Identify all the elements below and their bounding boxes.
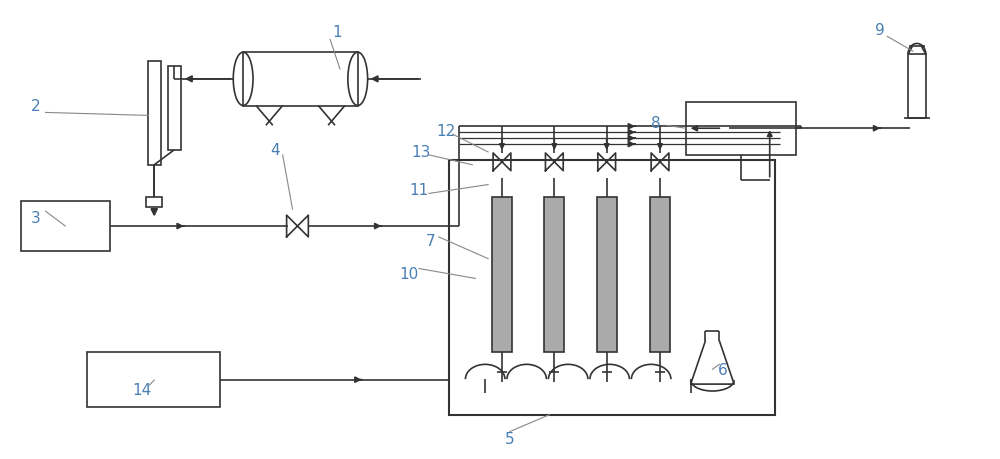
Bar: [243, 53, 358, 106]
Text: 10: 10: [399, 266, 419, 281]
Bar: [544, 198, 564, 353]
Bar: [686, 102, 796, 156]
Text: 8: 8: [651, 116, 661, 130]
Bar: [597, 198, 617, 353]
Text: 1: 1: [332, 25, 342, 40]
Bar: [650, 198, 670, 353]
Text: 11: 11: [409, 183, 429, 197]
Text: 12: 12: [436, 123, 455, 139]
Bar: [449, 161, 775, 415]
Bar: [908, 55, 926, 119]
Text: 2: 2: [31, 99, 40, 114]
Bar: [87, 353, 220, 407]
Bar: [146, 198, 162, 208]
Text: 4: 4: [270, 143, 280, 158]
Text: 3: 3: [31, 210, 41, 225]
Text: 13: 13: [411, 145, 431, 160]
Bar: [148, 62, 161, 165]
Bar: [21, 202, 110, 251]
Text: 5: 5: [505, 431, 515, 446]
Bar: [492, 198, 512, 353]
Text: 14: 14: [133, 382, 152, 397]
Text: 9: 9: [875, 23, 885, 38]
Bar: [168, 67, 181, 151]
Text: 7: 7: [426, 234, 436, 249]
Text: 6: 6: [717, 362, 727, 377]
